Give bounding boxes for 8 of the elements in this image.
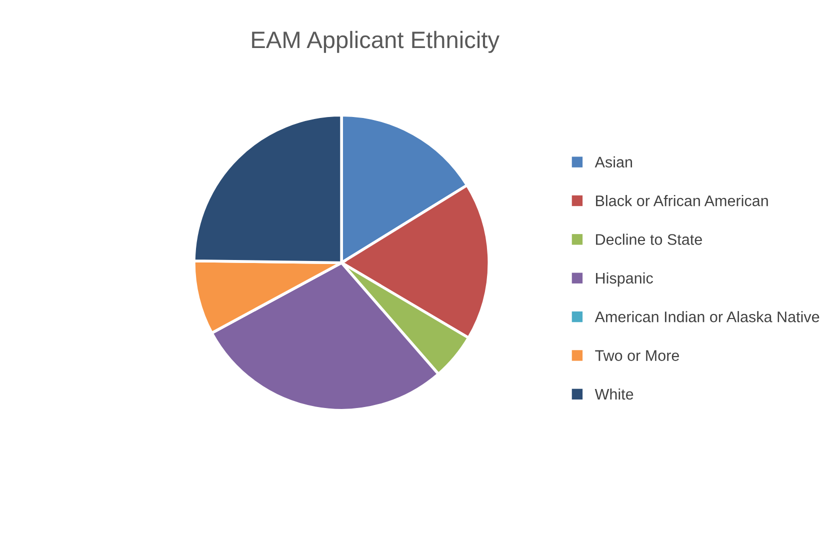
legend-label: Decline to State xyxy=(596,234,702,245)
legend-label: Black or African American xyxy=(596,195,768,206)
legend-label: Two or More xyxy=(595,350,679,361)
legend-label: American Indian or Alaska Native xyxy=(594,311,820,322)
legend-label: Asian xyxy=(594,156,632,168)
chart-title: EAM Applicant Ethnicity xyxy=(252,30,500,53)
legend-label: White xyxy=(594,388,634,400)
legend-label: Hispanic xyxy=(596,272,653,287)
